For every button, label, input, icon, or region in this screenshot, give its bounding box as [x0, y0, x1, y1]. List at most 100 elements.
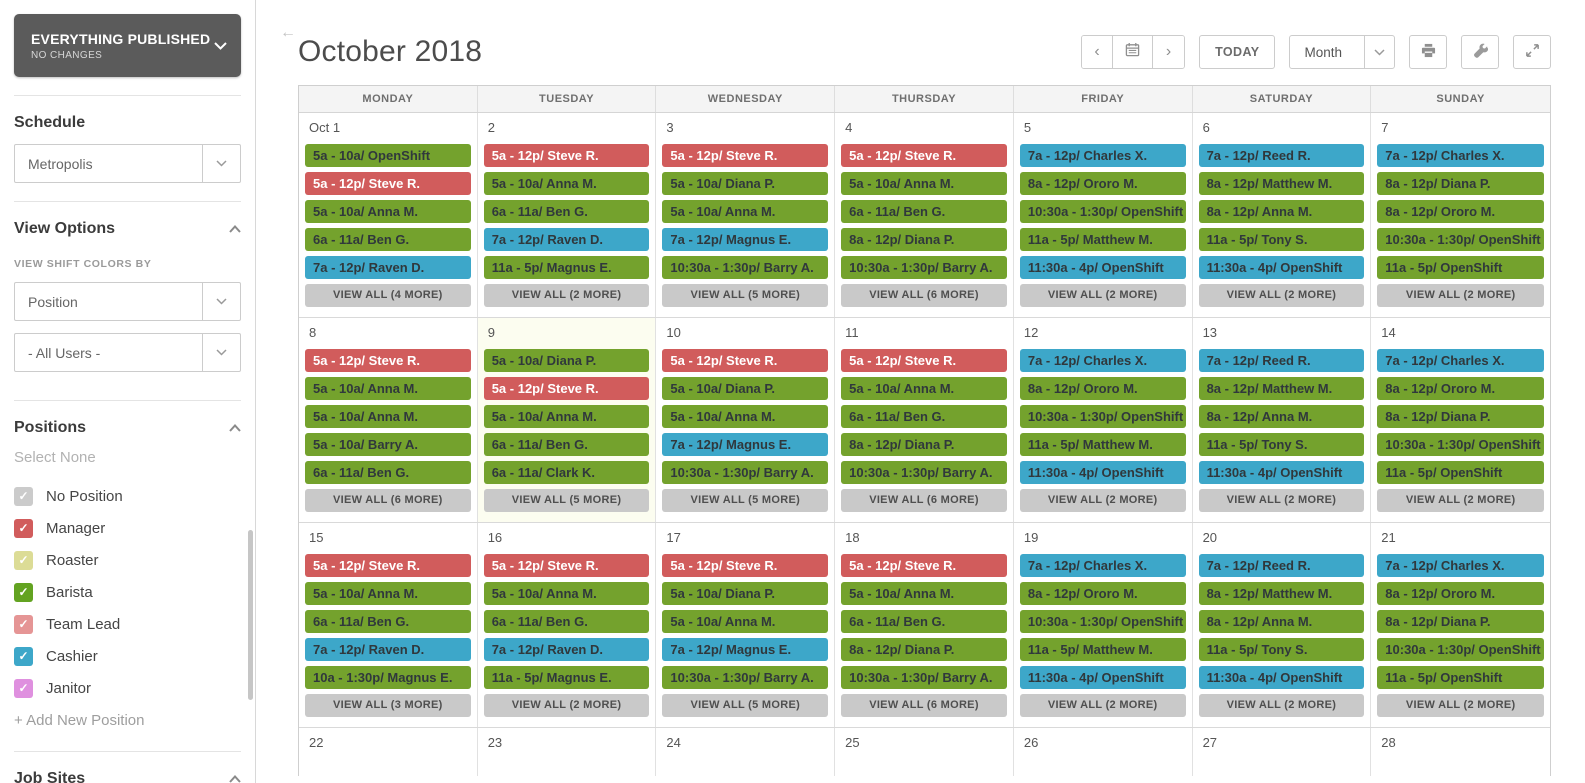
view-all-button[interactable]: VIEW ALL (5 MORE)	[662, 489, 829, 512]
day-cell-25[interactable]: 25	[835, 728, 1014, 776]
shift-chip[interactable]: 8a - 12p/ Diana P.	[841, 228, 1007, 251]
shift-chip[interactable]: 10:30a - 1:30p/ Barry A.	[841, 666, 1007, 689]
shift-chip[interactable]: 5a - 12p/ Steve R.	[841, 554, 1007, 577]
position-row-barista[interactable]: ✓ Barista	[14, 576, 241, 608]
shift-chip[interactable]: 7a - 12p/ Reed R.	[1198, 349, 1365, 372]
shift-chip[interactable]: 10:30a - 1:30p/ Barry A.	[841, 461, 1007, 484]
shift-chip[interactable]: 5a - 10a/ Anna M.	[305, 377, 471, 400]
shift-chip[interactable]: 7a - 12p/ Reed R.	[1198, 554, 1365, 577]
day-cell-4[interactable]: 4 5a - 12p/ Steve R. 5a - 10a/ Anna M. 6a -…	[835, 113, 1014, 317]
view-all-button[interactable]: VIEW ALL (6 MORE)	[841, 284, 1007, 307]
shift-chip[interactable]: 10:30a - 1:30p/ OpenShift	[1019, 610, 1186, 633]
shift-chip[interactable]: 6a - 11a/ Ben G.	[483, 610, 650, 633]
view-all-button[interactable]: VIEW ALL (2 MORE)	[1198, 694, 1365, 717]
view-all-button[interactable]: VIEW ALL (5 MORE)	[662, 284, 829, 307]
shift-chip[interactable]: 8a - 12p/ Diana P.	[841, 638, 1007, 661]
shift-chip[interactable]: 11:30a - 4p/ OpenShift	[1198, 256, 1365, 279]
day-cell-7[interactable]: 7 7a - 12p/ Charles X. 8a - 12p/ Diana P. 8…	[1371, 113, 1550, 317]
day-cell-9[interactable]: 9 5a - 10a/ Diana P. 5a - 12p/ Steve R. 5a …	[477, 318, 657, 522]
day-cell-15[interactable]: 15 5a - 12p/ Steve R. 5a - 10a/ Anna M. 6a …	[299, 523, 478, 727]
today-button[interactable]: TODAY	[1199, 35, 1276, 69]
view-all-button[interactable]: VIEW ALL (2 MORE)	[1377, 694, 1544, 717]
shift-chip[interactable]: 8a - 12p/ Diana P.	[1377, 405, 1544, 428]
collapse-chevron-up-icon[interactable]	[229, 220, 241, 238]
shift-chip[interactable]: 5a - 12p/ Steve R.	[662, 144, 829, 167]
shift-chip[interactable]: 5a - 10a/ Anna M.	[662, 610, 829, 633]
shift-chip[interactable]: 8a - 12p/ Diana P.	[841, 433, 1007, 456]
view-all-button[interactable]: VIEW ALL (6 MORE)	[841, 489, 1007, 512]
shift-chip[interactable]: 6a - 11a/ Ben G.	[305, 610, 471, 633]
calendar-picker-button[interactable]	[1113, 36, 1154, 68]
shift-chip[interactable]: 10a - 1:30p/ Magnus E.	[305, 666, 471, 689]
shift-chip[interactable]: 11a - 5p/ Tony S.	[1198, 433, 1365, 456]
shift-chip[interactable]: 5a - 10a/ Anna M.	[662, 200, 829, 223]
shift-chip[interactable]: 6a - 11a/ Ben G.	[483, 200, 650, 223]
shift-chip[interactable]: 5a - 10a/ Diana P.	[662, 172, 829, 195]
day-cell-13[interactable]: 13 7a - 12p/ Reed R. 8a - 12p/ Matthew M. 8…	[1192, 318, 1372, 522]
shift-chip[interactable]: 8a - 12p/ Ororo M.	[1019, 582, 1186, 605]
view-all-button[interactable]: VIEW ALL (2 MORE)	[483, 284, 650, 307]
day-cell-27[interactable]: 27	[1192, 728, 1372, 776]
position-row-manager[interactable]: ✓ Manager	[14, 512, 241, 544]
tools-button[interactable]	[1461, 35, 1499, 69]
shift-chip[interactable]: 6a - 11a/ Clark K.	[483, 461, 650, 484]
day-cell-23[interactable]: 23	[477, 728, 657, 776]
shift-chip[interactable]: 11:30a - 4p/ OpenShift	[1019, 256, 1186, 279]
shift-chip[interactable]: 7a - 12p/ Magnus E.	[662, 638, 829, 661]
view-all-button[interactable]: VIEW ALL (2 MORE)	[1019, 694, 1186, 717]
view-all-button[interactable]: VIEW ALL (2 MORE)	[1198, 284, 1365, 307]
day-cell-6[interactable]: 6 7a - 12p/ Reed R. 8a - 12p/ Matthew M. 8a…	[1192, 113, 1372, 317]
shift-chip[interactable]: 7a - 12p/ Reed R.	[1198, 144, 1365, 167]
day-cell-8[interactable]: 8 5a - 12p/ Steve R. 5a - 10a/ Anna M. 5a -…	[299, 318, 478, 522]
select-none-link[interactable]: Select None	[14, 449, 96, 466]
day-cell-17[interactable]: 17 5a - 12p/ Steve R. 5a - 10a/ Diana P. 5a…	[656, 523, 836, 727]
shift-chip[interactable]: 11:30a - 4p/ OpenShift	[1019, 461, 1186, 484]
shift-chip[interactable]: 11a - 5p/ Tony S.	[1198, 638, 1365, 661]
position-row-team-lead[interactable]: ✓ Team Lead	[14, 608, 241, 640]
shift-chip[interactable]: 11a - 5p/ Magnus E.	[483, 256, 650, 279]
shift-chip[interactable]: 6a - 11a/ Ben G.	[305, 461, 471, 484]
view-all-button[interactable]: VIEW ALL (5 MORE)	[662, 694, 829, 717]
view-mode-select[interactable]: Month	[1289, 35, 1395, 69]
day-cell-20[interactable]: 20 7a - 12p/ Reed R. 8a - 12p/ Matthew M. 8…	[1192, 523, 1372, 727]
colors-by-select[interactable]: Position	[14, 282, 241, 321]
day-cell-26[interactable]: 26	[1013, 728, 1193, 776]
position-row-roaster[interactable]: ✓ Roaster	[14, 544, 241, 576]
view-all-button[interactable]: VIEW ALL (2 MORE)	[1377, 489, 1544, 512]
shift-chip[interactable]: 11a - 5p/ OpenShift	[1377, 666, 1544, 689]
shift-chip[interactable]: 8a - 12p/ Diana P.	[1377, 610, 1544, 633]
shift-chip[interactable]: 5a - 12p/ Steve R.	[662, 349, 829, 372]
day-cell-21[interactable]: 21 7a - 12p/ Charles X. 8a - 12p/ Ororo M.…	[1371, 523, 1550, 727]
day-cell-22[interactable]: 22	[299, 728, 478, 776]
shift-chip[interactable]: 8a - 12p/ Matthew M.	[1198, 377, 1365, 400]
shift-chip[interactable]: 5a - 10a/ Anna M.	[305, 200, 471, 223]
shift-chip[interactable]: 5a - 10a/ Anna M.	[662, 405, 829, 428]
day-cell-5[interactable]: 5 7a - 12p/ Charles X. 8a - 12p/ Ororo M. 1…	[1013, 113, 1193, 317]
shift-chip[interactable]: 7a - 12p/ Raven D.	[305, 256, 471, 279]
collapse-chevron-up-icon[interactable]	[229, 419, 241, 437]
view-all-button[interactable]: VIEW ALL (4 MORE)	[305, 284, 471, 307]
add-new-position-link[interactable]: + Add New Position	[14, 712, 145, 729]
shift-chip[interactable]: 5a - 12p/ Steve R.	[841, 144, 1007, 167]
shift-chip[interactable]: 5a - 10a/ Diana P.	[662, 377, 829, 400]
position-checkbox[interactable]: ✓	[14, 678, 33, 698]
shift-chip[interactable]: 8a - 12p/ Ororo M.	[1377, 200, 1544, 223]
shift-chip[interactable]: 11a - 5p/ OpenShift	[1377, 461, 1544, 484]
shift-chip[interactable]: 11a - 5p/ Tony S.	[1198, 228, 1365, 251]
shift-chip[interactable]: 5a - 10a/ Barry A.	[305, 433, 471, 456]
shift-chip[interactable]: 5a - 10a/ Diana P.	[483, 349, 650, 372]
position-checkbox[interactable]: ✓	[14, 646, 33, 666]
shift-chip[interactable]: 10:30a - 1:30p/ Barry A.	[662, 666, 829, 689]
shift-chip[interactable]: 5a - 10a/ Anna M.	[841, 377, 1007, 400]
shift-chip[interactable]: 5a - 10a/ Anna M.	[483, 405, 650, 428]
shift-chip[interactable]: 7a - 12p/ Magnus E.	[662, 228, 829, 251]
next-button[interactable]: ›	[1153, 36, 1185, 68]
view-all-button[interactable]: VIEW ALL (6 MORE)	[841, 694, 1007, 717]
shift-chip[interactable]: 10:30a - 1:30p/ Barry A.	[662, 256, 829, 279]
shift-chip[interactable]: 7a - 12p/ Magnus E.	[662, 433, 829, 456]
shift-chip[interactable]: 6a - 11a/ Ben G.	[841, 610, 1007, 633]
shift-chip[interactable]: 5a - 10a/ OpenShift	[305, 144, 471, 167]
day-cell-11[interactable]: 11 5a - 12p/ Steve R. 5a - 10a/ Anna M. 6a …	[835, 318, 1014, 522]
shift-chip[interactable]: 5a - 12p/ Steve R.	[483, 554, 650, 577]
sidebar-scrollbar[interactable]	[248, 530, 253, 700]
